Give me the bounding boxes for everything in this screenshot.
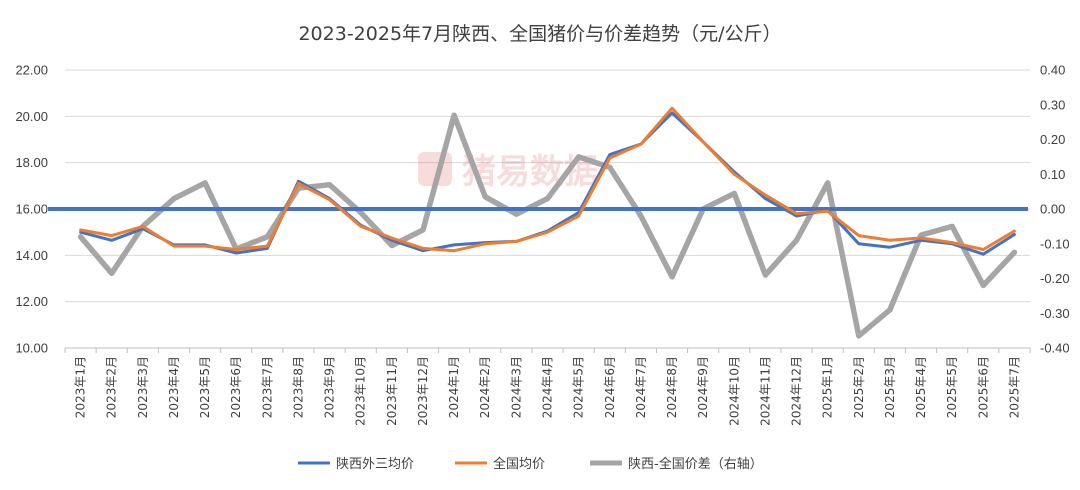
x-tick-label: 2023年4月	[167, 356, 181, 418]
x-tick-label: 2025年5月	[945, 356, 959, 418]
x-tick-label: 2025年1月	[821, 356, 835, 418]
x-tick-label: 2024年11月	[758, 356, 772, 426]
series-line-1	[79, 106, 1016, 253]
series-line-2	[77, 112, 1018, 339]
x-axis: 2023年1月 2023年2月 2023年3月 2023年4月 2023年5月 2023年…	[64, 347, 1031, 426]
x-tick-label: 2024年4月	[541, 356, 555, 418]
right-tick-label: -0.30	[1040, 306, 1070, 321]
chart-title: 2023-2025年7月陕西、全国猪价与价差趋势（元/公斤）	[298, 23, 781, 45]
right-tick-label: 0.10	[1040, 167, 1065, 182]
x-tick-label: 2023年11月	[385, 356, 399, 426]
x-tick-label: 2023年12月	[416, 356, 430, 426]
x-tick-label: 2025年3月	[883, 356, 897, 418]
right-tick-label: -0.40	[1040, 341, 1070, 356]
x-tick-label: 2024年5月	[572, 356, 586, 418]
x-tick-label: 2024年9月	[696, 356, 710, 418]
left-tick-label: 10.00	[15, 341, 48, 356]
x-tick-label: 2024年8月	[665, 356, 679, 418]
x-tick-label: 2023年1月	[74, 356, 88, 418]
legend-label-2: 陕西-全国价差（右轴）	[628, 456, 763, 472]
left-tick-label: 16.00	[15, 202, 48, 217]
x-tick-label: 2023年8月	[291, 356, 305, 418]
right-tick-label: -0.20	[1040, 271, 1070, 286]
right-tick-label: 0.20	[1040, 132, 1065, 147]
x-tick-label: 2025年4月	[914, 356, 928, 418]
left-axis-ticks: 10.00 12.00 14.00 16.00 18.00 20.00 22.00	[15, 63, 48, 356]
x-tick-label: 2023年9月	[323, 356, 337, 418]
legend: 陕西外三均价 全国均价 陕西-全国价差（右轴）	[298, 456, 763, 472]
x-tick-label: 2025年7月	[1007, 356, 1021, 418]
x-tick-label: 2024年6月	[603, 356, 617, 418]
left-tick-label: 12.00	[15, 294, 48, 309]
right-tick-label: 0.00	[1040, 202, 1065, 217]
x-tick-label: 2023年7月	[260, 356, 274, 418]
x-tick-label: 2025年2月	[852, 356, 866, 418]
left-tick-label: 18.00	[15, 155, 48, 170]
x-tick-label: 2024年7月	[634, 356, 648, 418]
x-tick-label: 2024年10月	[727, 356, 741, 426]
series-lines	[48, 106, 1028, 339]
right-tick-label: 0.40	[1040, 63, 1065, 78]
x-tick-label: 2024年12月	[790, 356, 804, 426]
x-tick-label: 2024年1月	[447, 356, 461, 418]
x-tick-label: 2023年6月	[229, 356, 243, 418]
legend-label-1: 全国均价	[493, 456, 545, 472]
x-tick-label: 2023年5月	[198, 356, 212, 418]
right-tick-label: -0.10	[1040, 236, 1070, 251]
left-tick-label: 20.00	[15, 109, 48, 124]
x-tick-label: 2025年6月	[976, 356, 990, 418]
x-tick-label: 2024年3月	[509, 356, 523, 418]
left-tick-label: 14.00	[15, 248, 48, 263]
x-tick-label: 2023年3月	[136, 356, 150, 418]
x-tick-label: 2023年10月	[354, 356, 368, 426]
left-tick-label: 22.00	[15, 63, 48, 78]
right-tick-label: 0.30	[1040, 97, 1065, 112]
x-tick-label: 2024年2月	[478, 356, 492, 418]
legend-label-0: 陕西外三均价	[336, 457, 414, 472]
x-tick-label: 2023年2月	[105, 356, 119, 418]
right-axis-ticks: -0.40 -0.30 -0.20 -0.10 0.00 0.10 0.20 0.30 0.40	[1040, 63, 1070, 356]
